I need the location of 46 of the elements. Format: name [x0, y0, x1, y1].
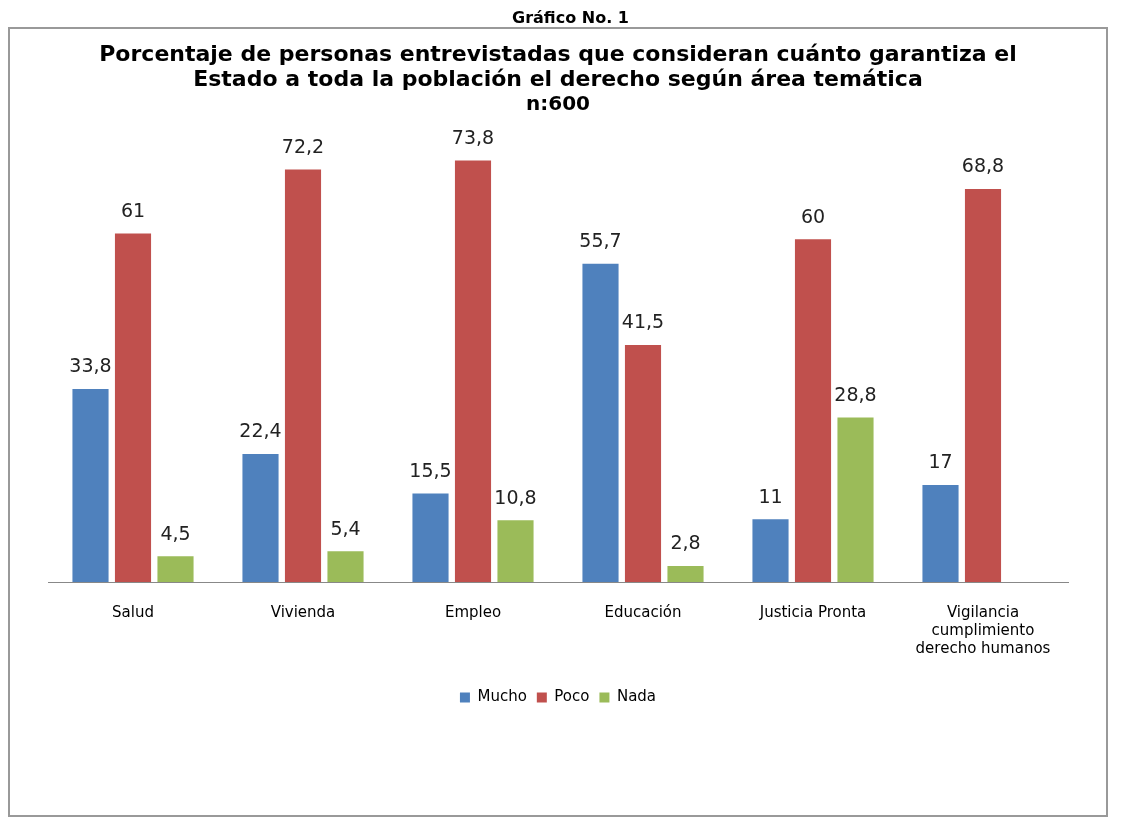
bar: [284, 169, 322, 582]
legend-label: Mucho: [477, 687, 527, 706]
bar: [327, 551, 364, 582]
data-label: 61: [120, 198, 146, 221]
legend-label: Poco: [554, 687, 590, 706]
bar: [412, 493, 449, 582]
chart-subtitle: n:600: [525, 91, 591, 115]
bar: [752, 519, 789, 582]
legend-label: Nada: [616, 687, 657, 706]
bar: [454, 160, 492, 582]
data-label: 10,8: [494, 485, 537, 508]
bar: [667, 566, 704, 582]
x-tick-label: Empleo: [444, 602, 502, 621]
data-label: 73,8: [451, 125, 495, 148]
data-label: 15,5: [409, 458, 452, 481]
data-label: 28,8: [834, 382, 877, 405]
data-label: 5,4: [330, 516, 361, 539]
x-tick-label: Justicia Pronta: [758, 602, 867, 621]
bar: [582, 263, 619, 582]
data-label: 60: [800, 204, 826, 227]
data-label: 17: [928, 450, 953, 473]
bar: [72, 388, 109, 582]
data-label: 41,5: [621, 310, 665, 333]
data-label: 4,5: [160, 521, 191, 544]
x-tick-label: Salud: [112, 602, 154, 621]
bar: [794, 239, 832, 582]
bar: [964, 188, 1002, 582]
data-label: 22,4: [239, 419, 282, 442]
data-label: 55,7: [579, 229, 622, 252]
x-tick-label: Educación: [604, 602, 682, 621]
data-label: 11: [758, 484, 783, 507]
bar: [157, 556, 194, 582]
bar: [837, 417, 874, 582]
data-label: 72,2: [281, 134, 325, 157]
chart-title: Porcentaje de personas entrevistadas que consideran cuánto garantiza el Estado a toda la población el derecho según área temática: [98, 41, 1018, 91]
data-label: 33,8: [69, 354, 112, 377]
data-label: 68,8: [961, 154, 1005, 177]
bar: [242, 454, 279, 582]
text: Gráfico No. 1: [511, 8, 630, 27]
x-tick-label: Vigilancia cumplimiento derecho humanos: [915, 602, 1051, 657]
data-label: 2,8: [670, 531, 701, 554]
bar: [922, 484, 959, 582]
x-tick-label: Vivienda: [270, 602, 336, 621]
bar: [114, 233, 152, 582]
bar: [497, 520, 534, 582]
bar: [624, 344, 662, 582]
